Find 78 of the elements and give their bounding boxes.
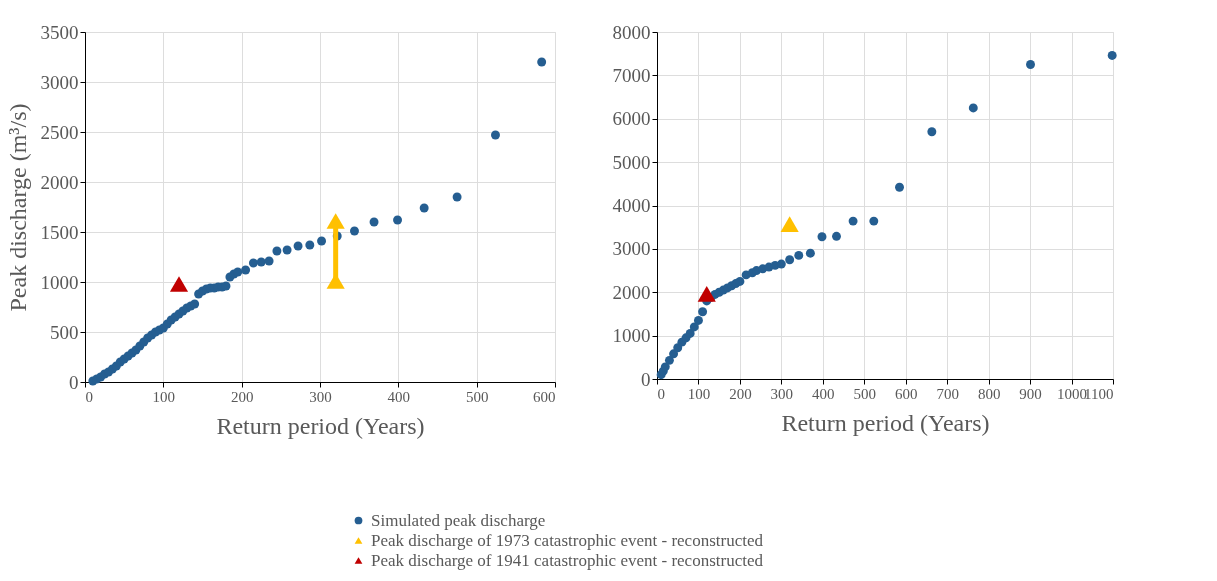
y-tick-label: 3000	[612, 238, 651, 260]
point	[805, 248, 815, 258]
point	[537, 57, 547, 67]
point	[832, 231, 841, 241]
point	[490, 130, 500, 140]
point	[349, 226, 359, 236]
x-tick-label: 400	[387, 388, 411, 405]
x-tick-label: 100	[152, 388, 176, 405]
x-tick-label: 400	[812, 385, 835, 402]
x-tick-label: 100	[687, 385, 711, 402]
point	[669, 349, 679, 359]
point	[869, 216, 879, 226]
point	[452, 192, 462, 202]
x-tick-label: 300	[770, 385, 794, 402]
point	[698, 307, 708, 317]
x-axis-title: Return period (Years)	[781, 409, 990, 436]
x-tick-label: 0	[657, 385, 665, 402]
point	[664, 355, 674, 365]
point	[776, 259, 786, 269]
point	[272, 246, 282, 256]
x-tick-label: 500	[465, 388, 489, 405]
legend-label: Peak discharge of 1941 catastrophic event - reconstructed	[371, 550, 764, 570]
point	[248, 258, 258, 268]
point	[693, 315, 703, 325]
point	[780, 216, 799, 233]
point	[419, 203, 429, 213]
x-tick-label: 200	[729, 385, 752, 402]
x-tick-label: 600	[894, 385, 918, 402]
point	[848, 216, 858, 226]
point	[735, 276, 745, 286]
x-tick-label: 700	[936, 385, 959, 402]
point	[1026, 60, 1035, 69]
point	[927, 127, 937, 137]
point	[264, 256, 274, 266]
point	[305, 240, 315, 250]
point	[317, 236, 327, 246]
point	[697, 286, 716, 302]
point	[794, 250, 804, 260]
point	[190, 299, 200, 309]
x-tick-label: 300	[309, 388, 332, 405]
y-tick-label: 500	[50, 321, 79, 343]
legend-label: Simulated peak discharge	[371, 510, 546, 530]
y-tick-label: 1000	[40, 271, 79, 293]
point	[660, 362, 670, 372]
y-tick-label: 3000	[40, 71, 79, 93]
y-tick-label: 6000	[612, 108, 651, 130]
point	[169, 276, 189, 292]
point	[369, 217, 379, 227]
x-tick-label: 500	[853, 385, 877, 402]
point	[817, 232, 827, 242]
point	[282, 245, 292, 255]
point	[968, 103, 978, 113]
y-tick-label: 2500	[40, 121, 79, 143]
point	[895, 182, 904, 192]
x-tick-label: 900	[1019, 385, 1042, 402]
y-tick-label: 5000	[612, 151, 651, 173]
y-tick-label: 1500	[40, 221, 79, 243]
point	[685, 328, 695, 338]
point	[293, 241, 303, 251]
x-tick-label: 800	[977, 385, 1001, 402]
point	[785, 255, 795, 265]
x-tick-label: 0	[85, 388, 93, 405]
y-tick-label: 4000	[612, 195, 651, 216]
y-tick-label: 2000	[612, 281, 651, 303]
x-axis-title: Return period (Years)	[216, 412, 425, 439]
point	[393, 215, 403, 225]
point	[241, 265, 251, 275]
y-tick-label: 2000	[40, 171, 79, 193]
y-tick-label: 8000	[612, 21, 651, 43]
y-tick-label: 7000	[612, 64, 651, 86]
point	[1107, 50, 1117, 60]
legend-label: Peak discharge of 1973 catastrophic event - reconstructed	[371, 530, 764, 550]
x-tick-label: 600	[533, 388, 556, 405]
y-tick-label: 3500	[40, 21, 79, 43]
x-tick-label: 200	[230, 388, 254, 405]
y-tick-label: 1000	[612, 325, 651, 347]
point	[221, 281, 231, 291]
y-axis-title: Peak discharge (m³/s)	[4, 103, 31, 312]
